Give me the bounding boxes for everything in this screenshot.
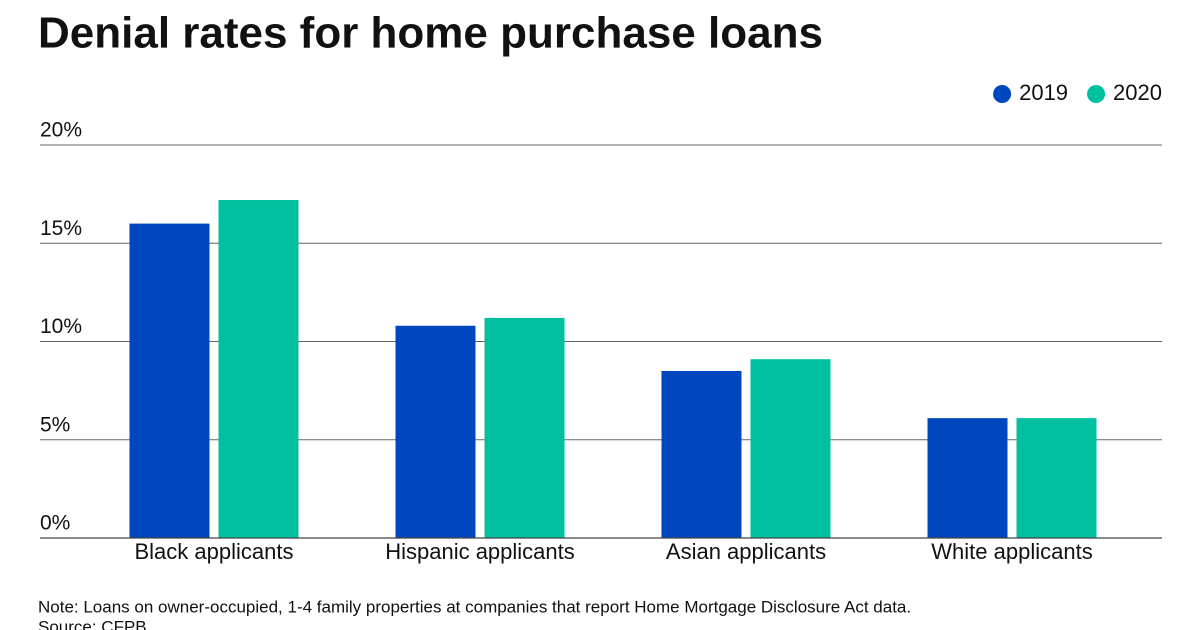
- bar: [661, 370, 742, 538]
- bar: [395, 325, 476, 538]
- legend-label: 2020: [1113, 80, 1162, 105]
- x-tick-label: White applicants: [931, 539, 1092, 564]
- bar: [927, 418, 1008, 538]
- y-tick-label: 5%: [40, 413, 70, 436]
- y-tick-label: 0%: [40, 512, 70, 535]
- x-tick-label: Black applicants: [135, 539, 294, 564]
- legend-marker: [1087, 85, 1106, 103]
- bar: [1016, 418, 1097, 538]
- bar: [129, 223, 210, 538]
- note: Note: Loans on owner-occupied, 1-4 famil…: [38, 597, 911, 616]
- bar: [750, 359, 831, 538]
- y-tick-label: 10%: [40, 315, 82, 338]
- chart-title: Denial rates for home purchase loans: [38, 9, 823, 58]
- legend-marker: [993, 85, 1012, 103]
- x-tick-label: Hispanic applicants: [385, 539, 575, 564]
- y-tick-label: 15%: [40, 217, 82, 240]
- bar: [484, 317, 565, 538]
- source: Source: CFPB: [38, 617, 147, 630]
- y-tick-label: 20%: [40, 119, 82, 142]
- bar: [218, 200, 299, 538]
- x-tick-label: Asian applicants: [666, 539, 826, 564]
- legend-label: 2019: [1019, 80, 1068, 105]
